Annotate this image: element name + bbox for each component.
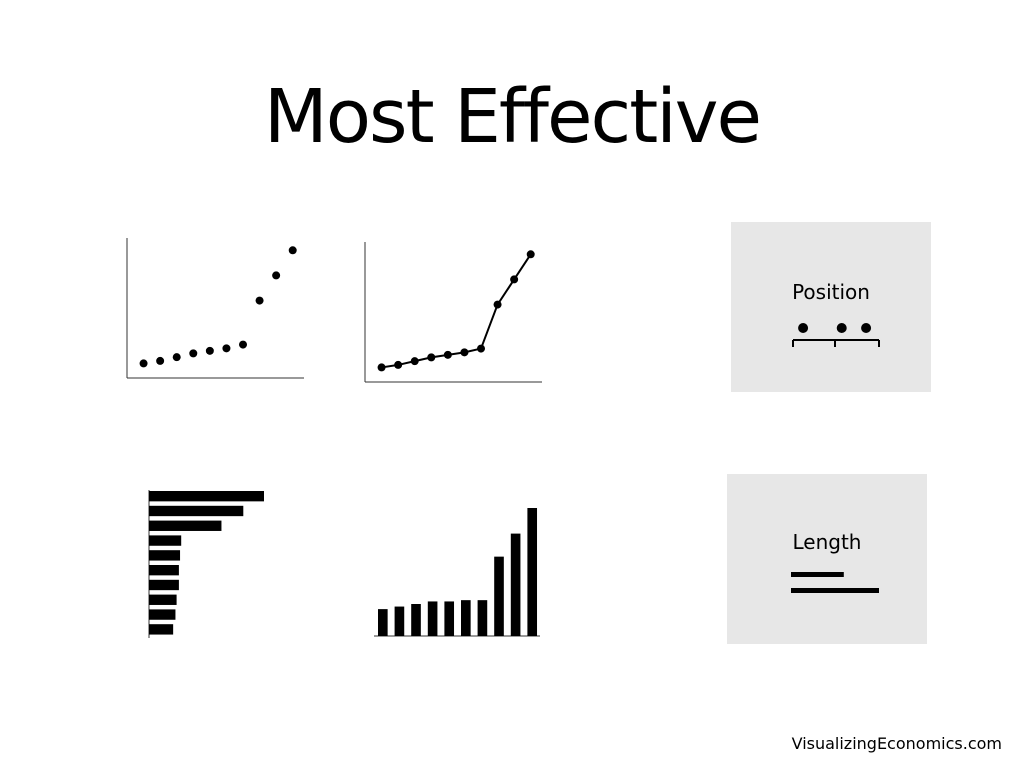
data-point <box>239 340 247 349</box>
scatter-chart <box>126 238 304 379</box>
bar <box>394 606 405 636</box>
bar <box>510 533 521 636</box>
bar <box>149 624 174 635</box>
bar <box>477 600 488 636</box>
bar <box>149 594 177 605</box>
bar <box>149 491 264 502</box>
horizontal-bar-chart <box>148 490 264 638</box>
bar <box>149 505 244 517</box>
bar <box>378 609 388 636</box>
vertical-bar-chart <box>374 508 540 637</box>
position-card: Position <box>731 222 931 392</box>
data-point <box>493 300 502 309</box>
length-glyph <box>791 572 879 593</box>
position-dot <box>798 323 809 333</box>
data-point <box>189 349 198 358</box>
data-point <box>255 296 264 305</box>
data-point <box>460 348 469 357</box>
site-credit: VisualizingEconomics.com <box>791 734 1002 753</box>
bar <box>149 565 179 576</box>
data-point <box>156 356 165 365</box>
length-label: Length <box>792 530 862 554</box>
bar <box>149 520 222 531</box>
data-point <box>477 344 485 353</box>
position-dot <box>836 323 847 333</box>
length-bar <box>791 572 844 577</box>
data-point <box>443 350 452 359</box>
data-point <box>377 363 386 372</box>
data-point <box>172 353 181 362</box>
bar <box>461 600 471 636</box>
data-point <box>288 246 297 255</box>
bar <box>411 604 421 636</box>
bar <box>527 508 538 636</box>
data-point <box>205 346 214 355</box>
data-point <box>272 271 281 280</box>
length-bar <box>791 588 879 593</box>
data-point <box>510 275 519 284</box>
data-point <box>222 344 231 353</box>
bar <box>444 601 455 636</box>
series-line <box>381 253 532 369</box>
position-label: Position <box>792 280 870 304</box>
bar <box>149 579 179 591</box>
position-dot <box>861 323 872 333</box>
bar <box>149 609 176 620</box>
data-point <box>139 359 148 368</box>
length-card: Length <box>727 474 927 644</box>
bar <box>149 535 182 546</box>
data-point <box>526 250 535 259</box>
data-point <box>410 357 419 366</box>
data-point <box>427 353 436 362</box>
bar <box>427 601 438 636</box>
slide-title: Most Effective <box>263 74 762 160</box>
bar <box>494 556 504 636</box>
bar <box>149 550 181 561</box>
position-glyph <box>792 323 880 347</box>
data-point <box>394 360 403 369</box>
line-chart <box>364 242 542 383</box>
